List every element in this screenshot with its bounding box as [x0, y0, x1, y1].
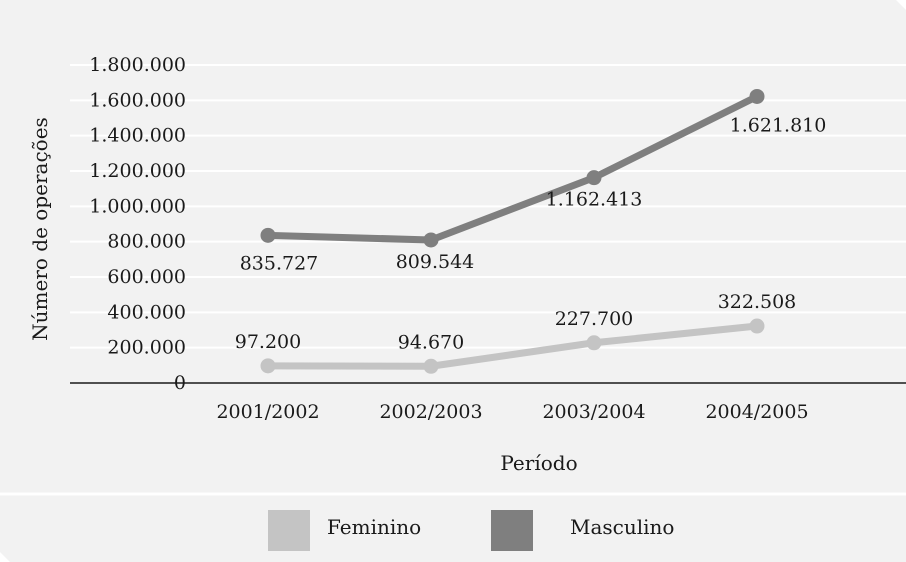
data-label-masculino: 1.162.413	[546, 189, 643, 211]
y-tick-label: 1.800.000	[89, 54, 186, 76]
data-point-feminino	[423, 358, 439, 374]
x-tick-label: 2001/2002	[216, 401, 319, 423]
data-point-masculino	[586, 170, 602, 186]
x-axis-title: Período	[500, 451, 577, 475]
data-point-masculino	[749, 88, 765, 104]
y-tick-label: 1.600.000	[89, 89, 186, 111]
x-tick-labels: 2001/2002 2002/2003 2003/2004 2004/2005	[216, 401, 808, 423]
y-tick-label: 1.200.000	[89, 160, 186, 182]
data-point-feminino	[586, 335, 602, 351]
data-point-masculino	[260, 227, 276, 243]
gridlines	[70, 64, 906, 349]
y-tick-label: 200.000	[107, 337, 186, 359]
data-label-feminino: 322.508	[718, 291, 797, 313]
legend-label-feminino: Feminino	[327, 515, 421, 539]
data-point-feminino	[260, 358, 276, 374]
data-label-feminino: 227.700	[555, 308, 634, 330]
y-tick-label: 0	[174, 372, 186, 394]
series-group: 97.200 94.670 227.700 322.508 835.727 809.544…	[235, 88, 827, 374]
x-tick-label: 2002/2003	[379, 401, 482, 423]
series-line-feminino	[267, 322, 758, 370]
y-axis-title: Número de operações	[28, 117, 52, 341]
legend-label-masculino: Masculino	[570, 515, 674, 539]
y-tick-labels: 0 200.000 400.000 600.000 800.000 1.000.000 1.…	[89, 54, 186, 394]
x-tick-label: 2003/2004	[542, 401, 645, 423]
legend-swatch-feminino	[268, 510, 310, 551]
y-tick-label: 600.000	[107, 266, 186, 288]
data-label-feminino: 97.200	[235, 331, 301, 353]
legend-swatch-masculino	[491, 510, 533, 551]
legend: Feminino Masculino	[268, 510, 674, 551]
y-tick-label: 1.000.000	[89, 195, 186, 217]
data-label-feminino: 94.670	[398, 331, 464, 353]
data-label-masculino: 1.621.810	[730, 114, 827, 136]
series-line-masculino	[267, 93, 759, 244]
y-tick-label: 400.000	[107, 301, 186, 323]
data-label-masculino: 835.727	[240, 252, 319, 274]
data-label-masculino: 809.544	[396, 251, 475, 273]
data-point-masculino	[423, 232, 439, 248]
y-tick-label: 800.000	[107, 231, 186, 253]
y-tick-label: 1.400.000	[89, 125, 186, 147]
data-point-feminino	[749, 318, 765, 334]
x-tick-label: 2004/2005	[705, 401, 808, 423]
